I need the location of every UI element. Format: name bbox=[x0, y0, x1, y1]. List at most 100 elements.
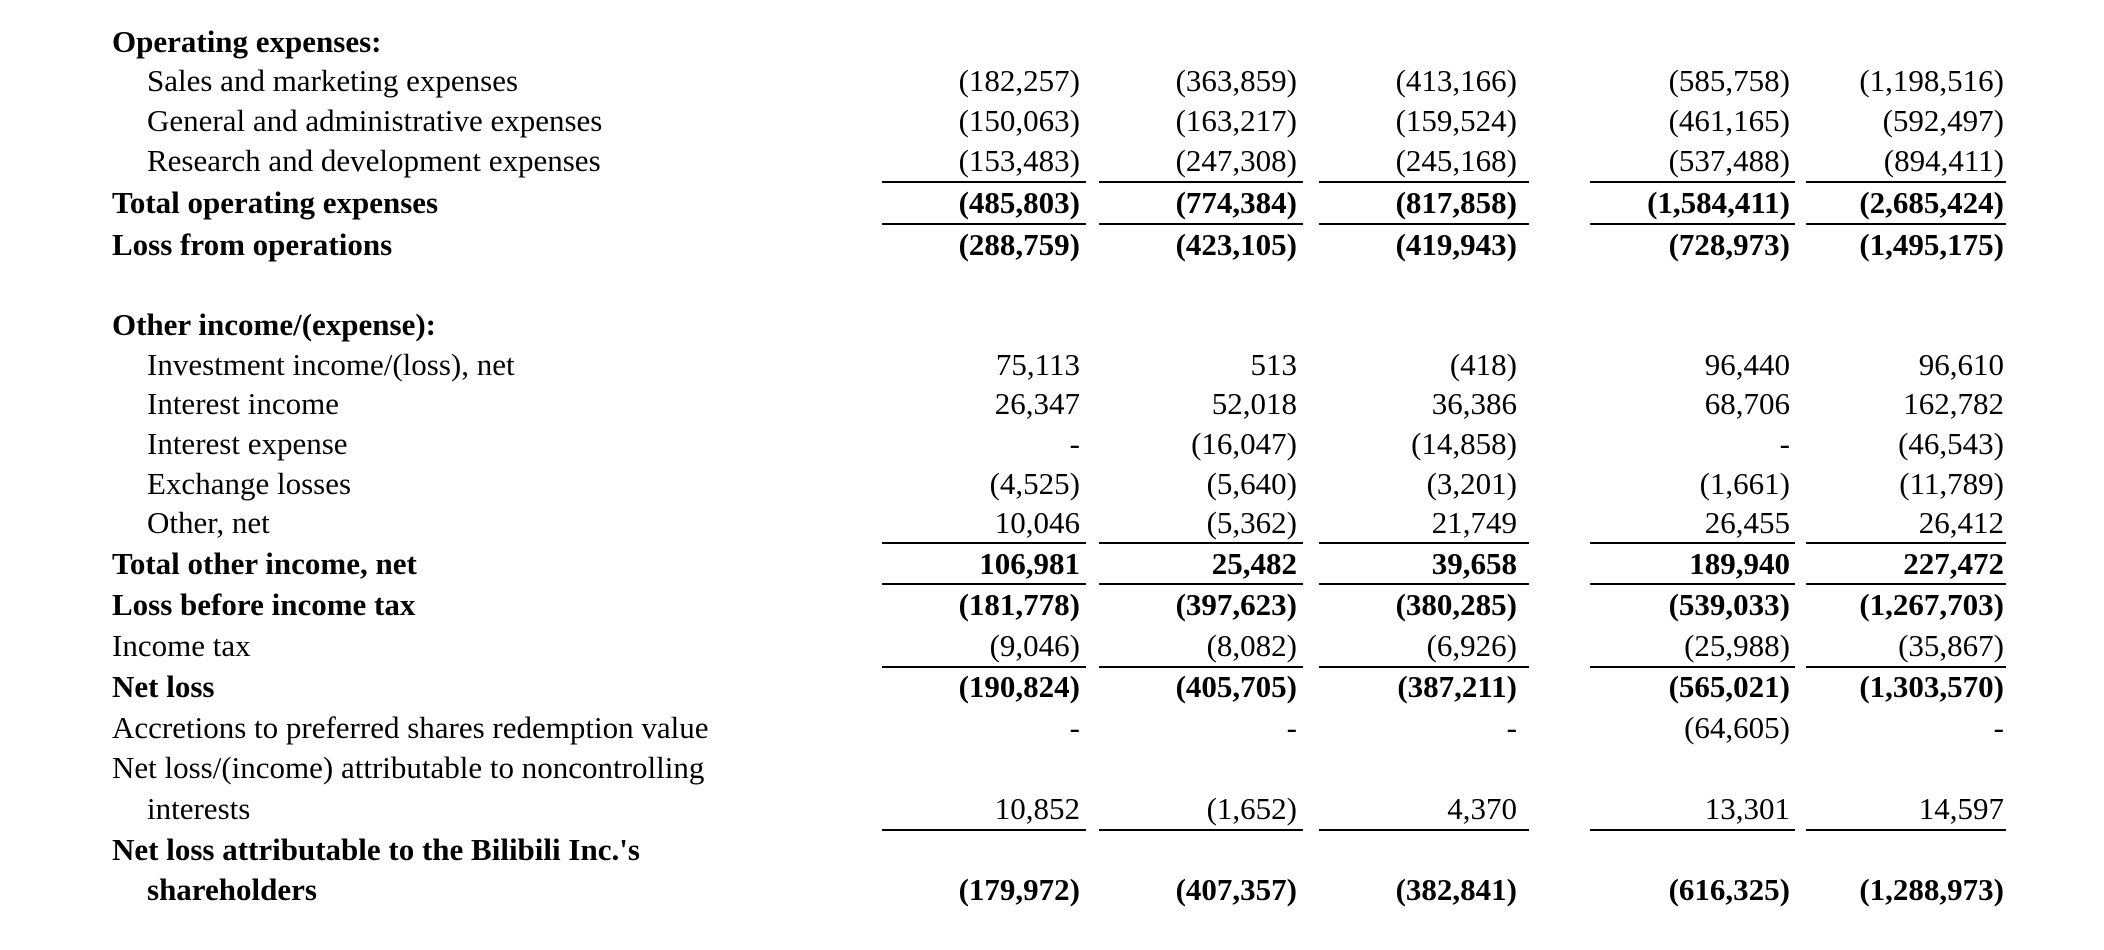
value-cell: (2,685,424) bbox=[1859, 185, 2004, 220]
table-row: Net loss (190,824) (405,705) (387,211) (… bbox=[0, 667, 2104, 707]
value-cell: - bbox=[1069, 426, 1080, 461]
value-cell: (539,033) bbox=[1668, 587, 1790, 622]
value-cell: (817,858) bbox=[1395, 185, 1517, 220]
subtotal-rule bbox=[1099, 583, 1303, 585]
table-row: Sales and marketing expenses (182,257) (… bbox=[0, 61, 2104, 101]
value-cell: (418) bbox=[1449, 347, 1517, 382]
subtotal-rule bbox=[1590, 829, 1795, 831]
row-label: Net loss attributable to the Bilibili In… bbox=[112, 832, 640, 867]
row-label: Interest income bbox=[147, 386, 339, 421]
value-cell: (413,166) bbox=[1395, 63, 1517, 98]
value-cell: (405,705) bbox=[1175, 669, 1297, 704]
value-cell: (25,988) bbox=[1684, 628, 1790, 663]
table-row: Income tax (9,046) (8,082) (6,926) (25,9… bbox=[0, 626, 2104, 666]
row-label: interests bbox=[147, 791, 251, 826]
value-cell: (387,211) bbox=[1397, 669, 1517, 704]
table-row: shareholders (179,972) (407,357) (382,84… bbox=[0, 870, 2104, 910]
subtotal-rule bbox=[882, 583, 1086, 585]
value-cell: 14,597 bbox=[1918, 791, 2004, 826]
value-cell: (419,943) bbox=[1395, 227, 1517, 262]
value-cell: (190,824) bbox=[958, 669, 1080, 704]
value-cell: (1,288,973) bbox=[1859, 872, 2004, 907]
subtotal-rule bbox=[1590, 542, 1795, 544]
section-heading-operating-expenses: Operating expenses: bbox=[112, 24, 382, 59]
row-label: Exchange losses bbox=[147, 466, 352, 501]
value-cell: (3,201) bbox=[1426, 466, 1517, 501]
value-cell: 68,706 bbox=[1704, 386, 1790, 421]
value-cell: (774,384) bbox=[1175, 185, 1297, 220]
row-label: Loss from operations bbox=[112, 227, 393, 262]
value-cell: (5,362) bbox=[1206, 505, 1297, 540]
subtotal-rule bbox=[1099, 181, 1303, 183]
row-label: Accretions to preferred shares redemptio… bbox=[112, 710, 709, 745]
table-row: Interest expense - (16,047) (14,858) - (… bbox=[0, 424, 2104, 464]
table-row: Loss from operations (288,759) (423,105)… bbox=[0, 225, 2104, 265]
section-heading-other-income: Other income/(expense): bbox=[112, 307, 436, 342]
subtotal-rule bbox=[1590, 223, 1795, 225]
value-cell: (1,303,570) bbox=[1859, 669, 2004, 704]
subtotal-rule bbox=[1806, 666, 2006, 668]
subtotal-rule bbox=[882, 181, 1086, 183]
subtotal-rule bbox=[1590, 181, 1795, 183]
value-cell: (14,858) bbox=[1411, 426, 1517, 461]
value-cell: (397,623) bbox=[1175, 587, 1297, 622]
subtotal-rule bbox=[1319, 829, 1529, 831]
value-cell: (288,759) bbox=[958, 227, 1080, 262]
value-cell: (423,105) bbox=[1175, 227, 1297, 262]
table-row: Interest income 26,347 52,018 36,386 68,… bbox=[0, 384, 2104, 424]
value-cell: (159,524) bbox=[1395, 103, 1517, 138]
subtotal-rule bbox=[1319, 666, 1529, 668]
subtotal-rule bbox=[1099, 666, 1303, 668]
table-row: Other income/(expense): bbox=[0, 305, 2104, 345]
value-cell: - bbox=[1286, 710, 1297, 745]
value-cell: (616,325) bbox=[1668, 872, 1790, 907]
value-cell: (592,497) bbox=[1882, 103, 2004, 138]
value-cell: (728,973) bbox=[1668, 227, 1790, 262]
value-cell: 10,046 bbox=[994, 505, 1080, 540]
value-cell: 162,782 bbox=[1903, 386, 2004, 421]
value-cell: 39,658 bbox=[1431, 546, 1517, 581]
row-label: Income tax bbox=[112, 628, 251, 663]
subtotal-rule bbox=[1590, 583, 1795, 585]
row-label: Investment income/(loss), net bbox=[147, 347, 515, 382]
row-label: Total other income, net bbox=[112, 546, 417, 581]
value-cell: 13,301 bbox=[1704, 791, 1790, 826]
table-row: General and administrative expenses (150… bbox=[0, 101, 2104, 141]
row-label: Loss before income tax bbox=[112, 587, 416, 622]
table-row: Total other income, net 106,981 25,482 3… bbox=[0, 544, 2104, 584]
value-cell: (247,308) bbox=[1175, 143, 1297, 178]
subtotal-rule bbox=[1319, 583, 1529, 585]
value-cell: 25,482 bbox=[1211, 546, 1297, 581]
value-cell: (11,789) bbox=[1899, 466, 2004, 501]
value-cell: 4,370 bbox=[1447, 791, 1517, 826]
row-label: Research and development expenses bbox=[147, 143, 601, 178]
value-cell: (8,082) bbox=[1206, 628, 1297, 663]
value-cell: (894,411) bbox=[1883, 143, 2004, 178]
value-cell: 10,852 bbox=[994, 791, 1080, 826]
value-cell: 96,610 bbox=[1918, 347, 2004, 382]
subtotal-rule bbox=[1099, 223, 1303, 225]
subtotal-rule bbox=[1806, 181, 2006, 183]
table-row: Operating expenses: bbox=[0, 22, 2104, 62]
value-cell: (485,803) bbox=[958, 185, 1080, 220]
value-cell: (1,584,411) bbox=[1647, 185, 1790, 220]
subtotal-rule bbox=[882, 666, 1086, 668]
table-row: Net loss/(income) attributable to noncon… bbox=[0, 748, 2104, 788]
value-cell: (1,661) bbox=[1699, 466, 1790, 501]
subtotal-rule bbox=[1590, 666, 1795, 668]
value-cell: (382,841) bbox=[1395, 872, 1517, 907]
value-cell: (64,605) bbox=[1684, 710, 1790, 745]
value-cell: (150,063) bbox=[958, 103, 1080, 138]
table-row: Research and development expenses (153,4… bbox=[0, 141, 2104, 181]
table-row: Total operating expenses (485,803) (774,… bbox=[0, 183, 2104, 223]
row-label: Sales and marketing expenses bbox=[147, 63, 519, 98]
value-cell: 26,412 bbox=[1918, 505, 2004, 540]
value-cell: (1,267,703) bbox=[1859, 587, 2004, 622]
value-cell: (5,640) bbox=[1206, 466, 1297, 501]
row-label: Other, net bbox=[147, 505, 270, 540]
row-label: General and administrative expenses bbox=[147, 103, 603, 138]
value-cell: 26,455 bbox=[1704, 505, 1790, 540]
row-label: Net loss bbox=[112, 669, 215, 704]
subtotal-rule bbox=[1806, 583, 2006, 585]
table-row: Exchange losses (4,525) (5,640) (3,201) … bbox=[0, 464, 2104, 504]
